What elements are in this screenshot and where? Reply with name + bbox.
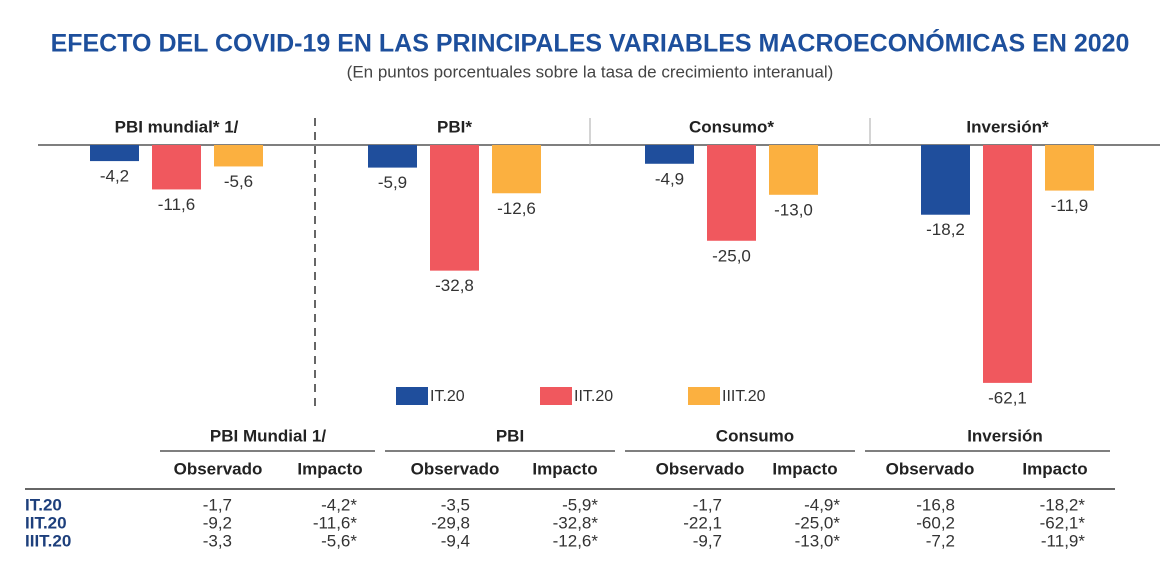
bar xyxy=(983,145,1032,383)
legend-label: IIT.20 xyxy=(574,388,613,405)
row-label: IT.20 xyxy=(25,495,62,514)
sub-header: Observado xyxy=(886,459,975,478)
group-header: PBI Mundial 1/ xyxy=(210,426,326,445)
value-label: -25,0 xyxy=(712,246,751,265)
cell: -60,2 xyxy=(916,513,955,532)
bar xyxy=(90,145,139,162)
legend-label: IT.20 xyxy=(430,388,465,405)
cell: -18,2* xyxy=(1040,495,1086,514)
sub-header: Impacto xyxy=(1022,459,1087,478)
cell: -22,1 xyxy=(683,513,722,532)
bar xyxy=(921,145,970,215)
cell: -3,5 xyxy=(441,495,470,514)
category-label: PBI* xyxy=(437,117,472,136)
sub-header: Impacto xyxy=(532,459,597,478)
bar xyxy=(769,145,818,195)
category-label: PBI mundial* 1/ xyxy=(115,117,239,136)
value-label: -5,9 xyxy=(378,173,407,192)
cell: -1,7 xyxy=(203,495,232,514)
cell: -4,2* xyxy=(321,495,357,514)
value-label: -13,0 xyxy=(774,200,813,219)
cell: -9,4 xyxy=(441,531,470,550)
cell: -5,6* xyxy=(321,531,357,550)
cell: -4,9* xyxy=(804,495,840,514)
cell: -29,8 xyxy=(431,513,470,532)
value-label: -32,8 xyxy=(435,276,474,295)
sub-header: Observado xyxy=(411,459,500,478)
bar xyxy=(707,145,756,241)
legend-label: IIIT.20 xyxy=(722,388,766,405)
bar xyxy=(368,145,417,168)
bar xyxy=(1045,145,1094,191)
chart-subtitle: (En puntos porcentuales sobre la tasa de… xyxy=(347,62,834,81)
cell: -11,6* xyxy=(313,513,357,532)
cell: -3,3 xyxy=(203,531,232,550)
sub-header: Observado xyxy=(656,459,745,478)
group-header: PBI xyxy=(496,426,524,445)
cell: -11,9* xyxy=(1041,531,1085,550)
value-label: -4,9 xyxy=(655,169,684,188)
category-label: Consumo* xyxy=(689,117,774,136)
row-label: IIIT.20 xyxy=(25,531,71,550)
value-label: -11,9 xyxy=(1051,196,1089,215)
legend-swatch xyxy=(396,387,428,405)
legend-swatch xyxy=(688,387,720,405)
cell: -5,9* xyxy=(562,495,598,514)
cell: -32,8* xyxy=(553,513,599,532)
bar xyxy=(152,145,201,190)
sub-header: Observado xyxy=(174,459,263,478)
bar xyxy=(430,145,479,271)
row-label: IIT.20 xyxy=(25,513,67,532)
value-label: -12,6 xyxy=(497,199,536,218)
group-header: Consumo xyxy=(716,426,794,445)
sub-header: Impacto xyxy=(297,459,362,478)
cell: -12,6* xyxy=(553,531,599,550)
cell: -1,7 xyxy=(693,495,722,514)
cell: -16,8 xyxy=(916,495,955,514)
cell: -25,0* xyxy=(795,513,841,532)
sub-header: Impacto xyxy=(772,459,837,478)
value-label: -4,2 xyxy=(100,167,129,186)
bar xyxy=(645,145,694,164)
value-label: -5,6 xyxy=(224,172,253,191)
bar xyxy=(492,145,541,194)
group-header: Inversión xyxy=(967,426,1043,445)
cell: -9,2 xyxy=(203,513,232,532)
chart-title: EFECTO DEL COVID-19 EN LAS PRINCIPALES V… xyxy=(51,28,1130,58)
bar xyxy=(214,145,263,167)
cell: -9,7 xyxy=(693,531,722,550)
legend-swatch xyxy=(540,387,572,405)
cell: -13,0* xyxy=(795,531,841,550)
value-label: -11,6 xyxy=(158,195,196,214)
value-label: -18,2 xyxy=(926,220,965,239)
cell: -7,2 xyxy=(926,531,955,550)
cell: -62,1* xyxy=(1040,513,1086,532)
category-label: Inversión* xyxy=(966,117,1049,136)
value-label: -62,1 xyxy=(988,388,1027,407)
